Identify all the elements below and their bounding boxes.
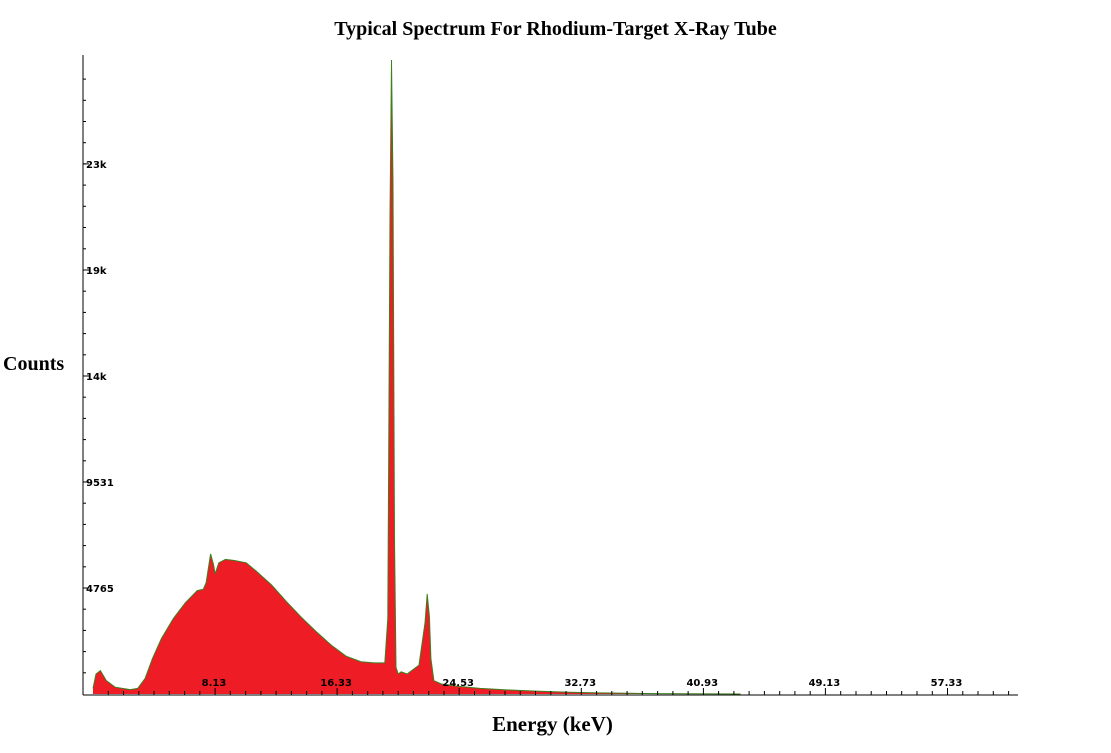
spectrum-edge bbox=[92, 59, 741, 695]
y-tick-label: 9531 bbox=[86, 478, 114, 489]
x-tick-label: 57.33 bbox=[931, 678, 963, 689]
axis-layer bbox=[82, 55, 1018, 696]
y-tick-label: 23k bbox=[86, 160, 107, 171]
spectrum-area bbox=[93, 60, 741, 694]
chart-title: Typical Spectrum For Rhodium-Target X-Ra… bbox=[334, 18, 777, 40]
y-tick-label: 14k bbox=[86, 372, 107, 383]
y-tick-label: 19k bbox=[86, 266, 107, 277]
x-tick-label: 49.13 bbox=[809, 678, 841, 689]
x-tick-label: 8.13 bbox=[202, 678, 227, 689]
tick-label-layer: 4765 9531 14k 19k 23k 8.13 16.33 24.53 32.73 40.9… bbox=[86, 160, 962, 689]
spectrum-area-layer bbox=[92, 59, 741, 695]
y-tick-label: 4765 bbox=[86, 584, 114, 595]
y-axis-label: Counts bbox=[3, 353, 65, 375]
x-tick-label: 16.33 bbox=[320, 678, 352, 689]
x-axis-label: Energy (keV) bbox=[492, 712, 613, 736]
x-tick-label: 24.53 bbox=[442, 678, 474, 689]
x-tick-label: 32.73 bbox=[564, 678, 596, 689]
x-tick-label: 40.93 bbox=[686, 678, 718, 689]
